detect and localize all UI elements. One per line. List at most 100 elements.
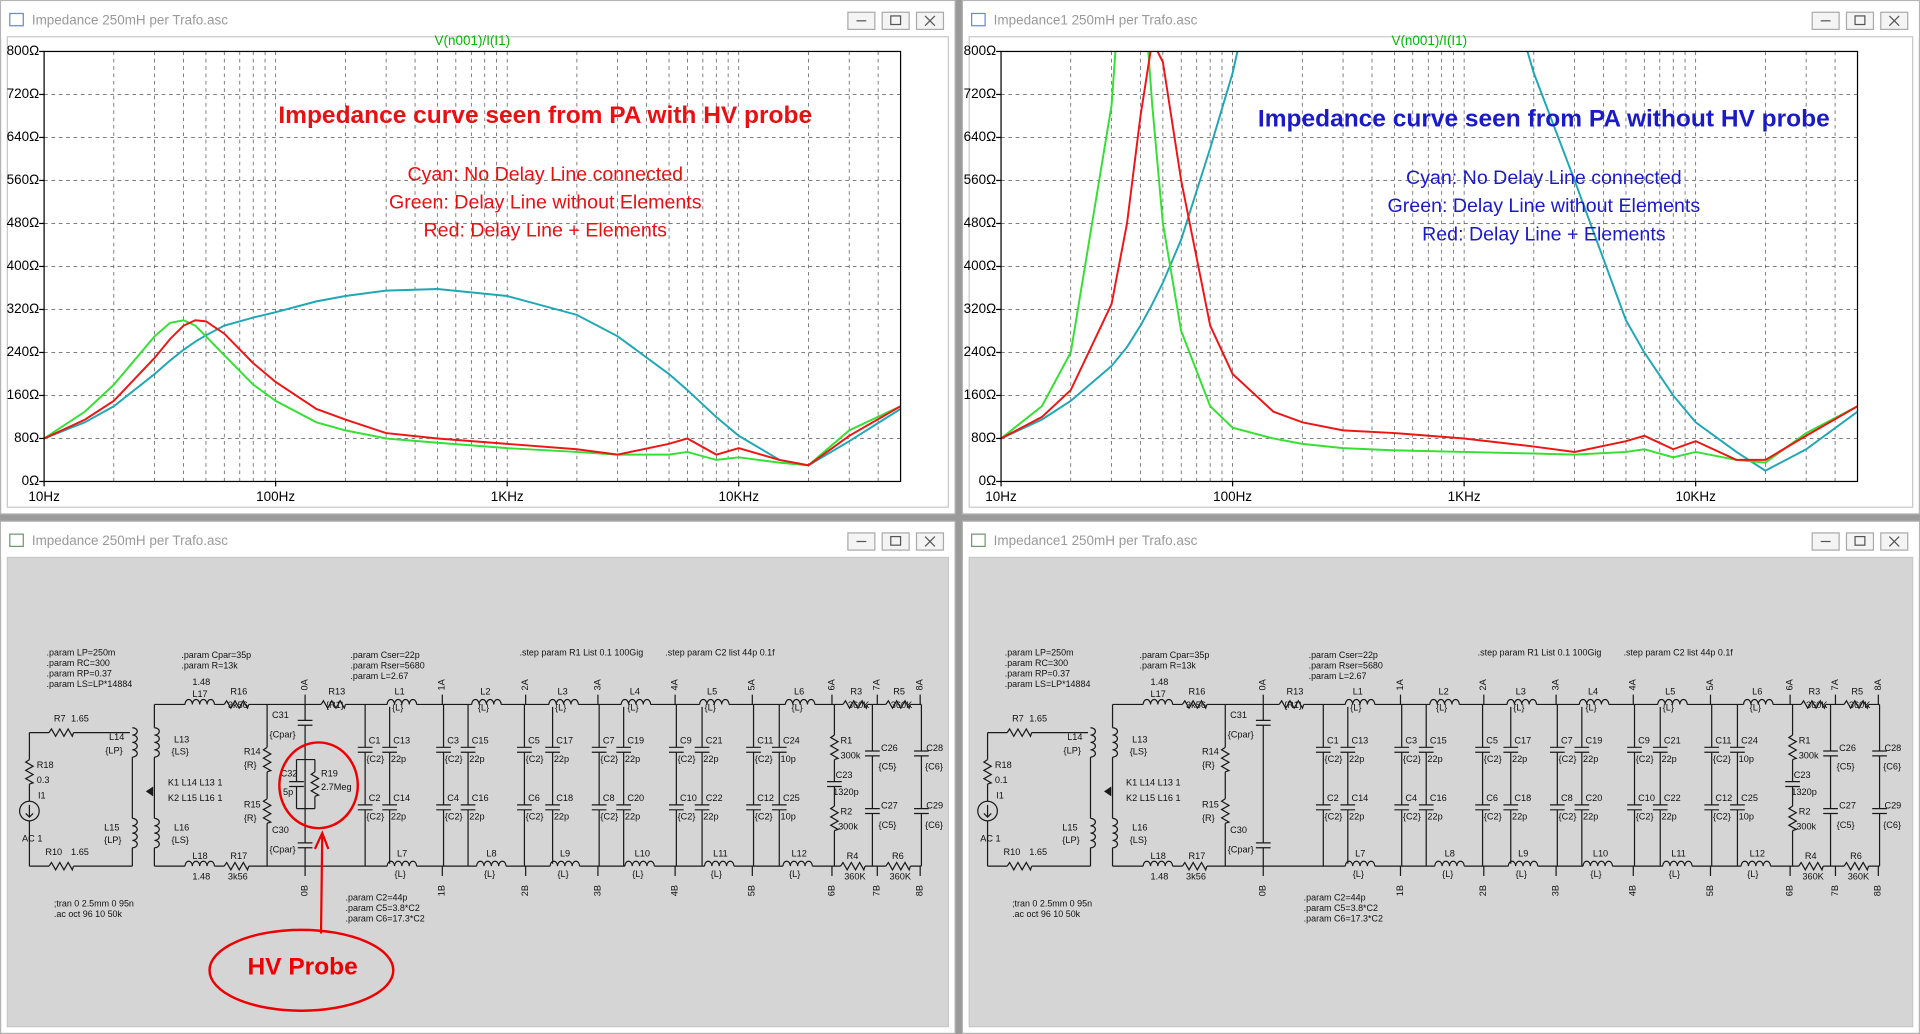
net-label: 4B <box>670 885 680 896</box>
capacitor <box>1627 746 1642 753</box>
capacitor <box>1315 746 1331 753</box>
part-name: L3 <box>557 687 567 697</box>
part-value: {L} <box>1750 703 1761 713</box>
capacitor <box>1704 804 1720 811</box>
net-label: 5A <box>747 678 757 690</box>
part-value: {L} <box>1353 869 1364 879</box>
part-value: {C2} <box>1713 812 1731 822</box>
part-value: {R} <box>1202 760 1215 770</box>
inductor <box>1142 860 1174 867</box>
annotation: Cyan: No Delay Line connected <box>1406 167 1682 189</box>
part-value: {Cpar} <box>1228 845 1254 855</box>
part-value: {C6} <box>1883 820 1901 830</box>
capacitor <box>591 804 607 811</box>
part-name: R4 <box>847 851 859 861</box>
part-name: R1 <box>841 736 853 746</box>
part-name: L2 <box>1438 687 1448 697</box>
spice-directive: .param RC=300 <box>1005 658 1068 668</box>
net-label: 0A <box>1258 678 1268 690</box>
coupling-arrow <box>145 786 154 797</box>
part-name: R19 <box>321 769 338 779</box>
spice-directive: .param Cser=22p <box>1309 650 1378 660</box>
capacitor <box>545 746 560 753</box>
net-label: 8B <box>915 885 925 896</box>
part-name: L7 <box>1355 848 1365 858</box>
y-tick-label: 240Ω <box>964 344 997 359</box>
x-tick-label: 1KHz <box>491 489 524 504</box>
capacitor <box>1340 746 1356 753</box>
y-tick-label: 720Ω <box>964 86 997 101</box>
part-value: 360K <box>844 872 866 882</box>
x-tick-label: 10Hz <box>28 489 60 504</box>
part-name: C3 <box>1405 736 1417 746</box>
spice-directive: .param LS=LP*14884 <box>1005 679 1091 689</box>
part-value: 22p <box>469 812 484 822</box>
spice-directive: .param LP=250m <box>47 647 116 657</box>
capacitor <box>517 804 532 811</box>
part-value: 360K <box>848 700 870 710</box>
part-name: R17 <box>1189 851 1206 861</box>
part-value: {LS} <box>1130 747 1147 757</box>
net-label: 3B <box>592 885 602 896</box>
part-value: {C2} <box>445 754 463 764</box>
spice-directive: .param C2=44p <box>1304 892 1366 902</box>
maximize-button[interactable] <box>881 11 910 31</box>
part-name: C5 <box>528 736 540 746</box>
capacitor <box>1574 804 1590 811</box>
resistor <box>1787 805 1798 832</box>
maximize-button[interactable] <box>1845 532 1875 551</box>
coupling: K1 L14 L13 1 <box>1126 777 1181 787</box>
net-label: 4A <box>670 678 680 690</box>
part-value: {C2} <box>366 812 384 822</box>
y-tick-label: 480Ω <box>964 215 997 230</box>
resistor <box>48 861 75 872</box>
resistor <box>262 798 273 824</box>
part-name: R10 <box>1003 847 1020 857</box>
inductor <box>1507 860 1539 867</box>
part-value: 1320p <box>833 787 859 797</box>
inductor <box>699 699 730 705</box>
trace <box>44 288 901 467</box>
part-value: 22p <box>1427 812 1442 822</box>
part-value: {C2} <box>1325 812 1343 822</box>
capacitor <box>914 750 929 757</box>
capacitor <box>1418 746 1434 753</box>
source-arrow <box>25 804 34 819</box>
net-label: 8A <box>915 678 925 690</box>
net-label: 2A <box>1478 678 1488 690</box>
part-name: C15 <box>1430 736 1447 746</box>
part-name: C9 <box>680 736 692 746</box>
capacitor <box>1574 746 1590 753</box>
capacitor <box>616 746 632 753</box>
part-value: {LS} <box>1130 835 1147 845</box>
part-value: 5p <box>283 787 293 797</box>
spice-directive: .param Rser=5680 <box>350 660 424 670</box>
maximize-button[interactable] <box>1845 11 1875 31</box>
part-value: {LP} <box>1064 745 1081 755</box>
capacitor <box>1652 746 1668 753</box>
inductor <box>1142 699 1174 705</box>
spice-directive: .step param C2 list 44p 0.1f <box>665 647 775 657</box>
capacitor <box>1549 804 1565 811</box>
capacitor <box>1704 746 1720 753</box>
part-value: {C2} <box>1559 754 1577 764</box>
part-value: {L} <box>1516 869 1527 879</box>
inductor <box>624 860 655 867</box>
spice-directive: .param R=13k <box>1140 660 1197 670</box>
capacitor <box>827 781 842 788</box>
inductor <box>386 699 418 705</box>
part-name: L18 <box>192 851 207 861</box>
capacitor <box>1503 804 1519 811</box>
capacitor <box>1475 804 1490 811</box>
part-name: R7 <box>54 714 66 724</box>
maximize-button[interactable] <box>881 532 910 551</box>
net-label: 5B <box>747 885 757 896</box>
part-name: C16 <box>1430 793 1447 803</box>
inductor <box>549 860 581 867</box>
y-tick-label: 80Ω <box>971 430 996 445</box>
net-label: 5A <box>1705 678 1715 690</box>
part-name: C5 <box>1486 736 1498 746</box>
button-glyph <box>890 15 902 26</box>
inductor <box>1582 860 1614 867</box>
window-title: Impedance 250mH per Trafo.asc <box>32 533 228 548</box>
